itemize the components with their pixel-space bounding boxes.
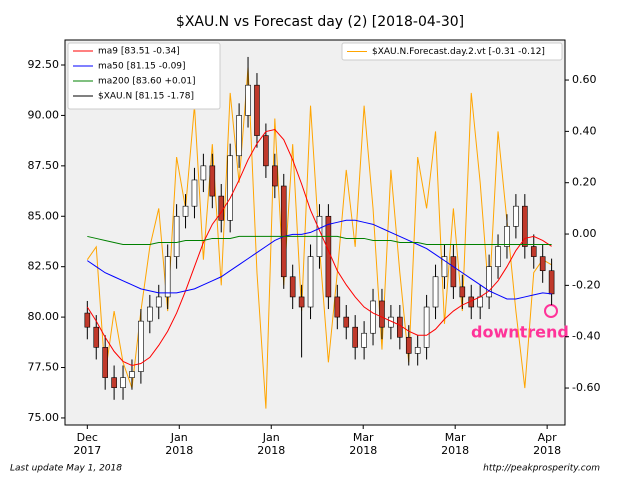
candle-body: [245, 84, 251, 116]
candle-body: [522, 205, 528, 247]
candle-body: [450, 256, 457, 288]
candle-body: [120, 377, 126, 388]
candle-body: [495, 246, 501, 267]
candle-body: [352, 326, 358, 348]
y2-tick-label: -0.60: [572, 381, 600, 394]
y-tick-label: 82.50: [28, 260, 60, 273]
candle-body: [164, 256, 171, 298]
y-tick-label: 85.00: [28, 209, 60, 222]
candle-body: [191, 179, 198, 207]
legend-label: ma50 [81.15 -0.09]: [98, 62, 186, 72]
candle-body: [334, 296, 341, 318]
candle-body: [513, 205, 519, 227]
chart-title: $XAU.N vs Forecast day (2) [2018-04-30]: [176, 14, 464, 30]
x-tick-label: Dec: [77, 431, 98, 444]
candle-body: [432, 276, 439, 308]
x-tick-sublabel: 2018: [165, 444, 193, 457]
candle-body: [147, 306, 153, 322]
x-tick-label: Jan: [170, 431, 188, 444]
x-tick-sublabel: 2018: [533, 444, 561, 457]
candle-body: [138, 320, 144, 372]
y2-tick-label: 0.20: [572, 176, 597, 189]
candle-body: [218, 195, 225, 221]
x-tick-label: Jan: [262, 431, 280, 444]
legend-label: $XAU.N.Forecast.day.2.vt [-0.31 -0.12]: [372, 47, 545, 57]
candle-body: [289, 276, 296, 298]
footer-right: http://peakprosperity.com: [483, 464, 600, 474]
legend-label: $XAU.N [81.15 -1.78]: [98, 92, 194, 102]
candle-body: [272, 165, 278, 187]
candle-body: [539, 256, 546, 272]
candle-body: [325, 215, 332, 298]
y-tick-label: 90.00: [28, 108, 60, 121]
y2-tick-label: -0.20: [572, 278, 600, 291]
candle-body: [102, 347, 108, 378]
candle-body: [477, 296, 483, 308]
candle-body: [227, 155, 233, 221]
candle-body: [486, 266, 492, 298]
candle-body: [182, 205, 189, 217]
candle-body: [504, 226, 510, 247]
series-line: [87, 235, 552, 245]
candle-body: [236, 115, 242, 157]
candle-body: [459, 286, 466, 298]
x-tick-sublabel: 2018: [441, 444, 469, 457]
x-tick-sublabel: 2018: [257, 444, 285, 457]
candle-body: [414, 347, 421, 354]
candle-body: [263, 135, 269, 167]
x-tick-label: Mar: [353, 431, 374, 444]
candle-body: [129, 371, 135, 378]
candle-body: [200, 165, 207, 181]
candle-body: [548, 270, 555, 295]
candle-body: [307, 256, 314, 308]
candle-body: [370, 300, 376, 334]
candle-body: [397, 316, 403, 338]
candle-body: [298, 296, 305, 308]
x-tick-sublabel: 2018: [349, 444, 377, 457]
candle-body: [173, 215, 180, 257]
y2-tick-label: 0.60: [572, 73, 597, 86]
candle-body: [361, 332, 367, 348]
x-tick-label: Apr: [538, 431, 558, 444]
candle-body: [280, 185, 287, 278]
x-tick-sublabel: 2017: [73, 444, 101, 457]
y2-tick-label: 0.40: [572, 124, 597, 137]
y-tick-label: 80.00: [28, 310, 60, 323]
y-tick-label: 77.50: [28, 361, 60, 374]
annotation-circle: [544, 304, 558, 318]
candle-body: [343, 316, 350, 328]
legend-box: [341, 42, 563, 61]
series-line: [86, 128, 552, 367]
candle-body: [530, 246, 537, 257]
candle-body: [423, 306, 430, 348]
candle-body: [111, 377, 117, 388]
x-tick-label: Mar: [445, 431, 466, 444]
candle-body: [155, 296, 162, 308]
legend-box: [67, 42, 221, 110]
candle-body: [254, 84, 260, 136]
legend-label: ma9 [83.51 -0.34]: [98, 47, 180, 57]
y2-tick-label: 0.00: [572, 227, 597, 240]
series-line: [87, 219, 552, 300]
y-tick-label: 87.50: [28, 159, 60, 172]
legend-label: ma200 [83.60 +0.01]: [98, 77, 196, 87]
annotation: downtrend: [471, 323, 569, 342]
candle-body: [441, 256, 448, 278]
y-tick-label: 92.50: [28, 58, 60, 71]
candle-body: [93, 326, 100, 348]
footer-left: Last update May 1, 2018: [10, 464, 122, 474]
candle-body: [84, 312, 91, 328]
candle-body: [209, 165, 216, 197]
candle-body: [379, 300, 385, 328]
y-tick-label: 75.00: [28, 411, 60, 424]
y2-tick-label: -0.40: [572, 330, 600, 343]
candle-body: [405, 336, 412, 354]
